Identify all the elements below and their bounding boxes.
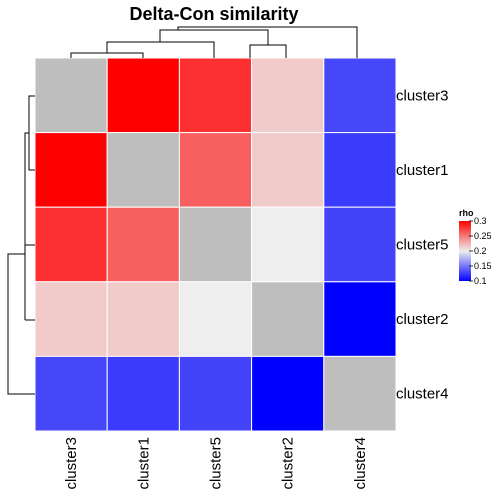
heatmap-cell — [178, 355, 253, 432]
legend-tick-label: 0.2 — [474, 246, 487, 256]
heatmap-cell — [251, 132, 325, 208]
row-dendrogram — [7, 95, 35, 395]
legend-title: rho — [459, 208, 474, 218]
heatmap-cell — [34, 281, 108, 357]
legend-tick-label: 0.1 — [474, 276, 487, 286]
heatmap-cell — [251, 355, 325, 432]
heatmap-cell — [251, 57, 325, 134]
row-labels: cluster3 cluster1 cluster5 cluster2 cluster4 — [396, 87, 449, 402]
heatmap-cell — [178, 206, 253, 283]
heatmap-cell — [323, 281, 397, 357]
heatmap-cell — [34, 57, 108, 134]
legend-tick-label: 0.25 — [474, 231, 492, 241]
row-label: cluster3 — [396, 87, 449, 104]
heatmap-cell — [106, 57, 180, 134]
column-label: cluster1 — [135, 437, 152, 490]
heatmap-cell — [323, 206, 397, 283]
row-label: cluster5 — [396, 237, 449, 254]
heatmap-cell — [34, 206, 108, 283]
column-dendrogram — [70, 26, 358, 58]
chart-title: Delta-Con similarity — [129, 4, 298, 24]
column-label: cluster4 — [352, 437, 369, 490]
legend-colorbar — [459, 221, 471, 281]
heatmap-cell — [323, 355, 397, 432]
legend-tick-label: 0.3 — [474, 216, 487, 226]
legend-tick-label: 0.15 — [474, 261, 492, 271]
heatmap-cell — [323, 132, 397, 208]
legend-ticks: 0.3 0.25 0.2 0.15 0.1 — [469, 216, 492, 286]
column-label: cluster2 — [280, 437, 297, 490]
column-labels: cluster3 cluster1 cluster5 cluster2 cluster4 — [63, 437, 369, 490]
heatmap-cell — [251, 206, 325, 283]
column-label: cluster5 — [208, 437, 225, 490]
heatmap-cell — [34, 132, 108, 208]
heatmap-cell — [106, 355, 180, 432]
heatmap-cell — [34, 355, 108, 432]
heatmap-cell — [178, 132, 253, 208]
heatmap-cell — [106, 281, 180, 357]
row-label: cluster4 — [396, 386, 449, 403]
heatmap-cell — [178, 57, 253, 134]
heatmap-cell — [323, 57, 397, 134]
row-label: cluster1 — [396, 162, 449, 179]
heatmap-cell — [251, 281, 325, 357]
heatmap-cells — [34, 57, 397, 432]
row-label: cluster2 — [396, 311, 449, 328]
heatmap-cell — [106, 132, 180, 208]
heatmap-cell — [178, 281, 253, 357]
column-label: cluster3 — [63, 437, 80, 490]
heatmap-cell — [106, 206, 180, 283]
